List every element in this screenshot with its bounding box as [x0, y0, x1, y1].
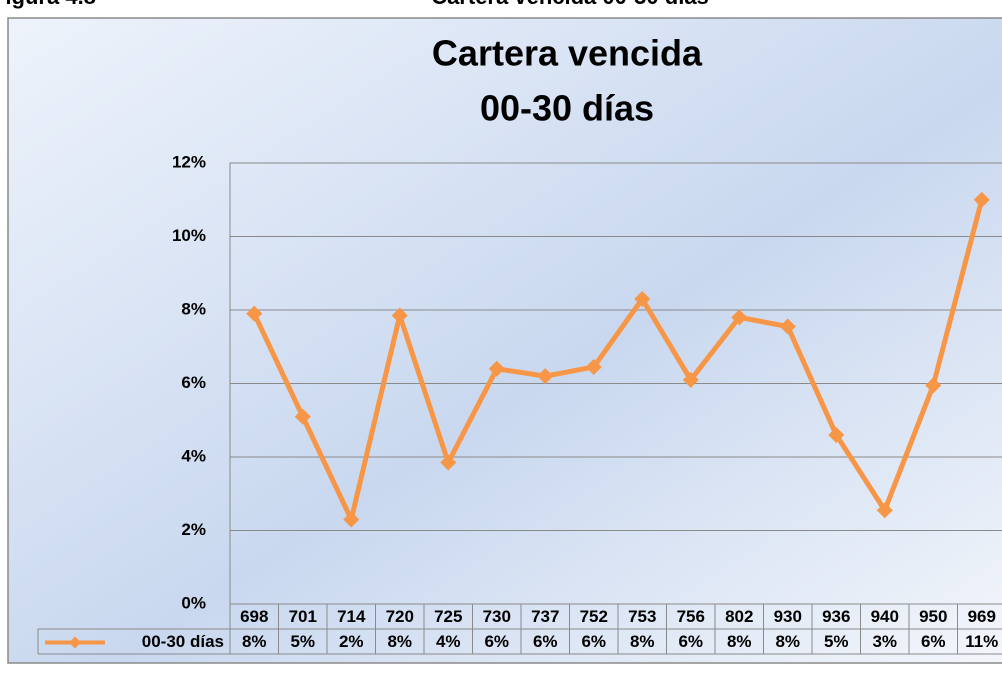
table-value: 6%	[678, 632, 703, 651]
point-marker	[731, 309, 748, 326]
table-value: 5%	[824, 632, 849, 651]
point-marker	[585, 358, 602, 375]
table-value: 6%	[921, 632, 946, 651]
y-tick-label: 12%	[172, 152, 206, 171]
point-marker	[779, 318, 796, 335]
table-value: 8%	[387, 632, 412, 651]
y-tick-label: 0%	[181, 593, 206, 612]
point-marker	[343, 511, 360, 528]
point-marker	[876, 502, 893, 519]
table-value: 4%	[436, 632, 461, 651]
figure-label: Figura 4.8	[0, 0, 96, 9]
x-tick-label: 725	[434, 607, 462, 626]
point-marker	[828, 426, 845, 443]
y-tick-label: 10%	[172, 226, 206, 245]
legend-label: 00-30 días	[142, 632, 224, 651]
x-tick-label: 950	[919, 607, 947, 626]
point-marker	[391, 307, 408, 324]
legend-marker	[69, 636, 81, 649]
x-tick-label: 737	[531, 607, 559, 626]
table-value: 6%	[533, 632, 558, 651]
table-value: 8%	[727, 632, 752, 651]
x-tick-label: 752	[580, 607, 608, 626]
x-tick-label: 756	[677, 607, 705, 626]
table-value: 6%	[581, 632, 606, 651]
table-value: 8%	[775, 632, 800, 651]
x-tick-label: 714	[337, 607, 366, 626]
x-tick-label: 701	[289, 607, 317, 626]
table-value: 3%	[872, 632, 897, 651]
table-value: 6%	[484, 632, 509, 651]
point-marker	[925, 377, 942, 394]
x-tick-label: 720	[386, 607, 414, 626]
y-tick-label: 6%	[181, 373, 206, 392]
x-tick-label: 730	[483, 607, 511, 626]
x-tick-label: 940	[871, 607, 899, 626]
chart-subtitle: 00-30 días	[480, 88, 654, 129]
x-tick-label: 802	[725, 607, 753, 626]
point-marker	[682, 371, 699, 388]
series-line	[251, 199, 985, 522]
y-tick-label: 2%	[181, 520, 206, 539]
chart-title: Cartera vencida	[432, 33, 703, 74]
x-tick-label: 969	[968, 607, 996, 626]
table-value: 5%	[290, 632, 315, 651]
point-marker	[537, 368, 554, 385]
caption: Cartera vencida 00-30 días	[431, 0, 709, 9]
table-value: 8%	[630, 632, 655, 651]
x-tick-label: 930	[774, 607, 802, 626]
table-value: 8%	[242, 632, 267, 651]
point-marker	[973, 191, 990, 208]
x-tick-label: 698	[240, 607, 268, 626]
point-marker	[634, 290, 651, 307]
table-value: 11%	[965, 632, 998, 651]
x-tick-label: 936	[822, 607, 850, 626]
point-marker	[246, 305, 263, 322]
point-marker	[488, 360, 505, 377]
table-value: 2%	[339, 632, 364, 651]
y-tick-label: 4%	[181, 446, 206, 465]
y-tick-label: 8%	[181, 299, 206, 318]
x-tick-label: 753	[628, 607, 656, 626]
point-marker	[294, 408, 311, 425]
chart-frame	[7, 17, 1002, 664]
point-marker	[440, 454, 457, 471]
